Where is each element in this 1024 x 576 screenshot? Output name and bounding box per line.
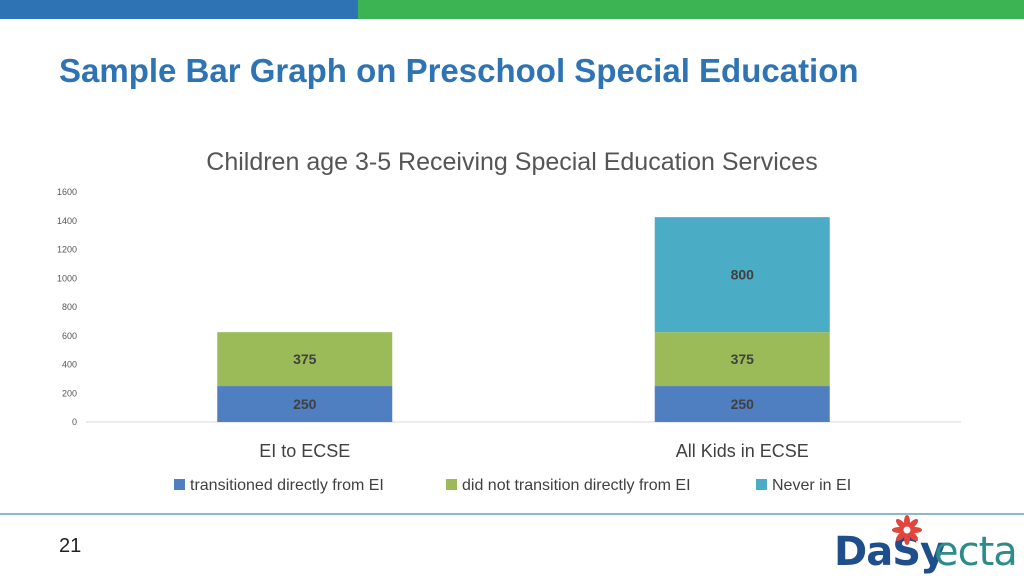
bar-segment xyxy=(217,332,393,387)
legend-swatch xyxy=(756,479,767,490)
bar-segment xyxy=(654,332,830,387)
y-tick-label: 1200 xyxy=(57,245,77,255)
data-label: 250 xyxy=(731,396,755,412)
data-label: 250 xyxy=(293,396,317,412)
ecta-logo-text: ecta xyxy=(934,529,1018,575)
ecta-logo: ecta xyxy=(934,515,1018,575)
x-category-label: All Kids in ECSE xyxy=(676,441,809,461)
slide-title: Sample Bar Graph on Preschool Special Ed… xyxy=(59,52,859,89)
y-tick-label: 800 xyxy=(62,302,77,312)
top-accent-bar xyxy=(0,0,1024,19)
y-tick-label: 1000 xyxy=(57,273,77,283)
y-tick-label: 1600 xyxy=(57,187,77,197)
top-accent-bar-green xyxy=(358,0,1024,19)
footer-divider xyxy=(0,513,1024,515)
legend-swatch xyxy=(174,479,185,490)
y-tick-label: 1400 xyxy=(57,216,77,226)
x-category-label: EI to ECSE xyxy=(259,441,350,461)
legend-label: transitioned directly from EI xyxy=(190,477,384,494)
legend-label: Never in EI xyxy=(772,477,851,494)
slide-number: 21 xyxy=(59,535,82,557)
data-label: 800 xyxy=(731,267,755,283)
legend-label: did not transition directly from EI xyxy=(462,477,691,494)
stacked-bar-chart: Children age 3-5 Receiving Special Educa… xyxy=(57,148,961,494)
legend-swatch xyxy=(446,479,457,490)
bar-segment xyxy=(654,217,830,333)
y-tick-label: 0 xyxy=(72,417,77,427)
dasy-logo: DaSy xyxy=(832,515,946,575)
data-label: 375 xyxy=(731,351,755,367)
y-tick-label: 400 xyxy=(62,360,77,370)
flower-icon xyxy=(892,515,922,545)
dasy-logo-text: DaSy xyxy=(834,529,946,575)
data-label: 375 xyxy=(293,351,317,367)
y-tick-label: 200 xyxy=(62,388,77,398)
top-accent-bar-blue xyxy=(0,0,358,19)
bar-segment xyxy=(654,386,830,422)
y-tick-label: 600 xyxy=(62,331,77,341)
bar-segment xyxy=(217,386,393,422)
chart-title: Children age 3-5 Receiving Special Educa… xyxy=(206,148,817,176)
